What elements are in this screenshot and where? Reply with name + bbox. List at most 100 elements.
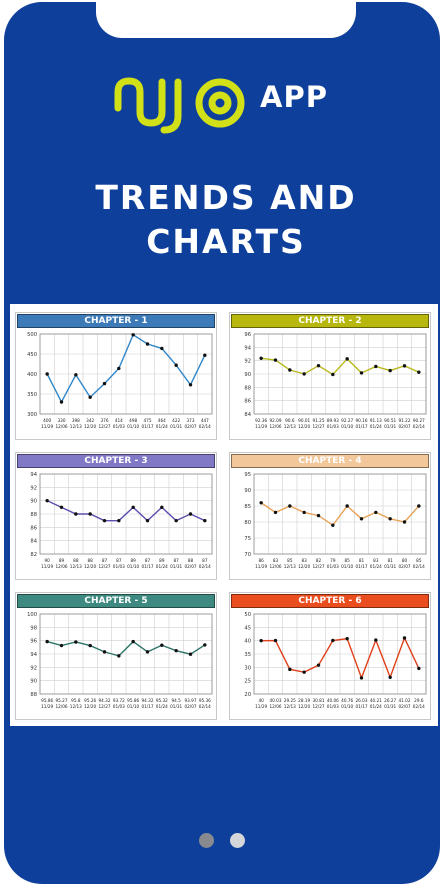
value-label: 83 [373,558,379,563]
value-label: 40.06 [327,698,339,703]
x-tick-label: 12/27 [312,424,324,429]
data-point [131,505,135,510]
x-tick-label: 12/27 [312,704,324,709]
data-point [316,663,321,667]
series-line [46,640,206,657]
x-tick-label: 01/03 [327,704,339,709]
chart-chapter-1: CHAPTER - 1 500 450 400 350 300 400 11/29 330 12… [15,312,217,440]
y-tick-label: 30 [244,665,251,671]
y-tick-label: 96 [30,639,37,645]
y-tick-label: 96 [244,332,251,338]
data-point [160,505,164,510]
data-point [417,370,421,374]
value-label: 95.26 [84,698,96,703]
chart-chapter-2: CHAPTER - 2 96 94 92 90 88 86 84 92.36 11/29 92.0… [229,312,431,440]
x-tick-label: 01/03 [113,704,125,709]
x-tick-label: 12/20 [84,564,96,569]
data-point [273,638,278,643]
value-label: 85 [344,558,350,563]
data-point [259,501,263,505]
chart-title: CHAPTER - 4 [231,454,429,468]
pager-dot-2[interactable] [229,833,245,848]
data-point [288,368,292,372]
data-point [259,638,263,643]
x-tick-label: 01/17 [141,424,153,429]
chart-plot: 50045040035030040011/2933012/0639812/133… [27,332,213,429]
value-label: 414 [115,418,123,423]
value-label: 93.72 [113,698,125,703]
value-label: 92.36 [255,418,267,423]
pager-dots [0,833,444,852]
value-label: 90.6 [285,418,295,423]
chart-plot: 504540353025204011/2940.0312/0629.2512/1… [244,612,427,709]
x-tick-label: 01/17 [141,704,153,709]
x-tick-label: 02/14 [199,704,211,709]
series-line [261,636,420,680]
data-point [302,510,306,515]
y-tick-label: 94 [30,472,37,478]
data-point [45,372,49,376]
x-tick-label: 12/20 [84,704,96,709]
x-tick-label: 12/27 [98,564,110,569]
data-point [331,372,335,377]
data-point [59,643,64,648]
value-label: 88 [87,558,93,563]
data-point [188,652,193,656]
data-point [59,505,64,510]
x-tick-label: 02/07 [184,424,196,429]
data-point [74,373,78,377]
value-label: 376 [101,418,109,423]
value-label: 94.32 [142,698,154,703]
x-tick-label: 01/10 [127,424,139,429]
value-label: 40.03 [270,698,282,703]
x-tick-label: 11/29 [255,564,267,569]
y-tick-label: 94 [30,652,37,658]
data-point [117,654,121,658]
value-label: 30.81 [313,698,325,703]
x-tick-label: 12/13 [284,424,296,429]
data-point [102,381,107,386]
data-point [273,510,278,515]
data-point [74,512,78,516]
data-point [131,333,135,337]
value-label: 79 [330,558,336,563]
y-tick-label: 84 [30,539,37,545]
value-label: 422 [172,418,180,423]
data-point [359,676,364,680]
data-point [331,638,335,643]
value-label: 89 [159,558,165,563]
value-label: 40.76 [341,698,353,703]
pager-dot-1[interactable] [199,833,215,848]
plot-frame [39,613,213,695]
y-tick-label: 92 [244,359,251,365]
data-point [203,518,207,523]
value-label: 95.36 [199,698,211,703]
x-tick-label: 01/17 [141,564,153,569]
x-tick-label: 11/29 [255,704,267,709]
data-point [117,518,121,523]
njo-logo-mark [114,77,245,134]
data-point [273,358,278,362]
x-tick-label: 02/07 [398,704,410,709]
y-tick-label: 82 [30,552,37,558]
plot-frame [39,473,213,555]
data-point [74,640,78,644]
data-point [45,639,49,644]
value-label: 93.97 [185,698,197,703]
data-point [59,400,64,404]
y-tick-label: 70 [244,552,251,558]
x-tick-label: 12/13 [70,564,82,569]
y-tick-label: 92 [30,485,37,491]
phone-frame: APP TRENDS AND CHARTS CHAPTER - 1 500 450… [4,2,440,884]
value-label: 26.03 [356,698,368,703]
chart-plot: 10098969492908895.8611/2995.2712/0695.81… [27,612,213,709]
x-tick-label: 11/29 [41,424,53,429]
data-point [174,648,178,653]
x-tick-label: 02/07 [184,704,196,709]
data-point [359,371,364,375]
data-point [88,395,92,399]
phone-notch [96,2,356,38]
value-label: 95.32 [156,698,168,703]
value-label: 342 [86,418,94,423]
value-label: 26.27 [384,698,396,703]
